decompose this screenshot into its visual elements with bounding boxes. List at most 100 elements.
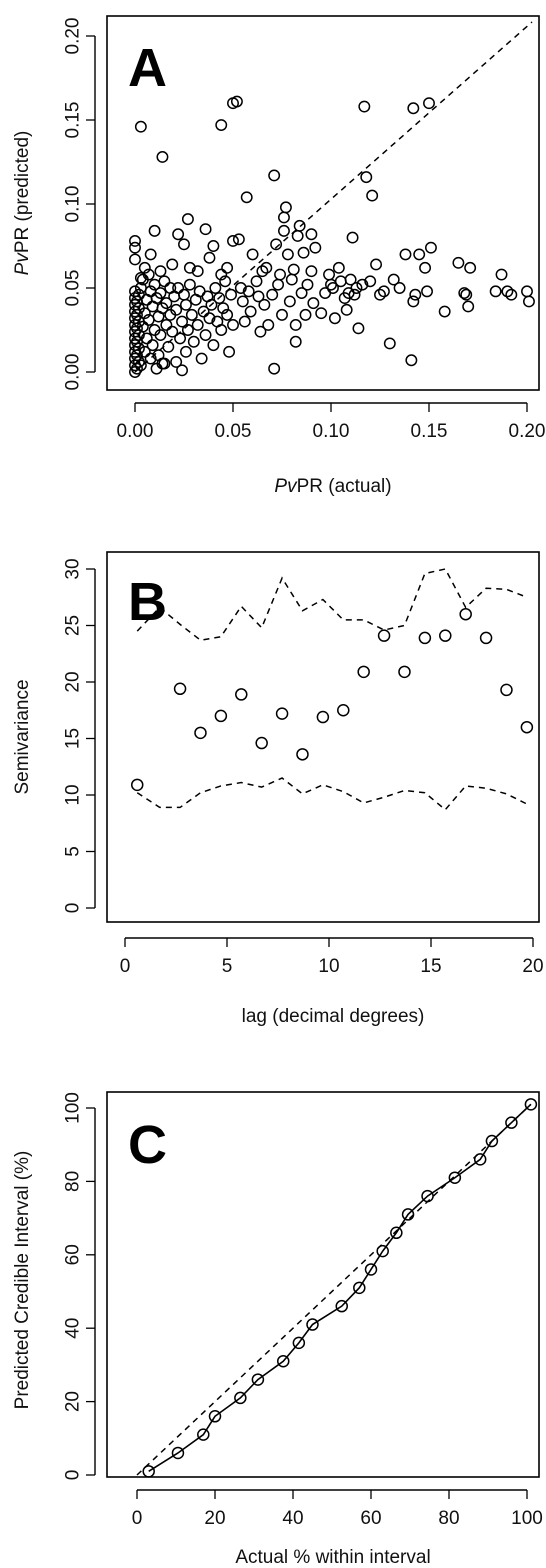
panel-a-y-axis-title: PvPR (predicted)	[12, 131, 33, 276]
data-point	[138, 345, 151, 358]
data-point	[244, 305, 257, 318]
data-point	[191, 265, 204, 278]
calibration-point	[390, 1226, 403, 1240]
data-point	[352, 322, 365, 335]
data-point	[285, 273, 298, 286]
reference-line-y-equals-x	[136, 1103, 532, 1476]
data-point	[205, 298, 218, 311]
data-point	[278, 224, 290, 237]
calibration-point	[208, 1410, 222, 1423]
panel-b-y-axis-title: Semivariance	[12, 679, 33, 794]
data-point	[250, 275, 263, 288]
semivariance-point	[275, 707, 289, 720]
calibration-point	[292, 1336, 306, 1350]
data-point	[219, 275, 232, 288]
y-tick-label: 60	[63, 1244, 84, 1265]
data-point	[421, 285, 433, 298]
data-point	[174, 332, 187, 345]
panel-c-calibration: C Actual % within interval Predicted Cre…	[12, 1091, 543, 1568]
data-point	[217, 302, 230, 315]
y-tick-label: 0.15	[63, 102, 84, 139]
data-point	[183, 261, 196, 274]
data-point	[489, 285, 502, 298]
panel-a-x-axis-title: PvPR (actual)	[274, 476, 391, 497]
data-point	[291, 229, 304, 242]
data-point	[399, 248, 412, 261]
data-point	[240, 191, 253, 204]
data-point	[460, 288, 473, 301]
data-point	[374, 288, 386, 301]
panel-b-label: B	[128, 572, 167, 632]
panel-c-x-axis-title: Actual % within interval	[235, 1547, 430, 1568]
data-point	[215, 119, 228, 131]
data-point	[140, 332, 153, 345]
data-point	[366, 189, 379, 202]
x-tick-label: 0.15	[411, 421, 448, 442]
data-point	[146, 339, 159, 352]
data-point	[332, 261, 345, 274]
data-point	[370, 258, 383, 271]
calibration-point	[401, 1208, 415, 1221]
semivariance-point	[173, 682, 187, 696]
data-point	[268, 362, 281, 375]
data-point	[425, 241, 437, 254]
data-point	[438, 305, 451, 318]
data-point	[327, 282, 339, 294]
data-point	[131, 335, 143, 348]
data-point	[462, 300, 475, 313]
data-point	[387, 273, 400, 286]
panel-a-label: A	[128, 38, 167, 98]
y-tick-label: 0	[63, 1470, 84, 1481]
data-point	[197, 305, 210, 318]
calibration-point	[234, 1391, 247, 1405]
data-point	[181, 324, 194, 336]
x-tick-label: 20	[204, 1508, 225, 1529]
data-point	[178, 238, 190, 251]
data-point	[272, 278, 285, 291]
x-tick-label: 60	[360, 1508, 381, 1529]
data-point	[227, 319, 239, 331]
lower-envelope-line	[136, 777, 528, 811]
reference-line-y-equals-x	[134, 21, 533, 373]
x-tick-label: 20	[522, 956, 543, 977]
panel-b-x-axis-title: lag (decimal degrees)	[242, 1006, 425, 1027]
y-tick-label: 0.10	[63, 186, 84, 223]
data-point	[129, 235, 141, 247]
y-tick-label: 25	[63, 615, 84, 636]
panel-c-plot-frame	[106, 1091, 540, 1478]
y-tick-label: 0.20	[63, 18, 84, 55]
data-point	[232, 233, 245, 246]
data-point	[309, 241, 322, 254]
data-point	[328, 312, 341, 325]
calibration-point	[473, 1153, 487, 1166]
y-tick-label: 40	[63, 1318, 84, 1339]
data-point	[180, 345, 192, 358]
data-point	[295, 287, 308, 299]
data-point	[160, 297, 173, 310]
data-point	[299, 308, 312, 321]
y-tick-label: 0.00	[63, 354, 84, 391]
calibration-point	[448, 1171, 462, 1184]
data-point	[129, 241, 141, 254]
data-point	[274, 268, 286, 281]
data-point	[281, 248, 294, 261]
y-tick-label: 100	[63, 1092, 84, 1124]
data-point	[293, 219, 306, 232]
data-point	[346, 231, 359, 244]
data-point	[131, 349, 143, 362]
data-point	[162, 340, 175, 353]
data-point	[178, 288, 190, 301]
data-point	[278, 211, 290, 224]
x-tick-label: 0.10	[313, 421, 350, 442]
data-point	[501, 285, 514, 298]
data-point	[283, 295, 296, 308]
data-point	[221, 261, 234, 274]
data-point	[191, 319, 204, 331]
data-point	[160, 319, 173, 331]
semivariance-point	[130, 778, 144, 792]
calibration-point	[376, 1244, 389, 1258]
data-point	[176, 364, 188, 377]
data-point	[166, 325, 179, 338]
semivariance-point	[398, 665, 411, 679]
data-point	[305, 265, 318, 278]
